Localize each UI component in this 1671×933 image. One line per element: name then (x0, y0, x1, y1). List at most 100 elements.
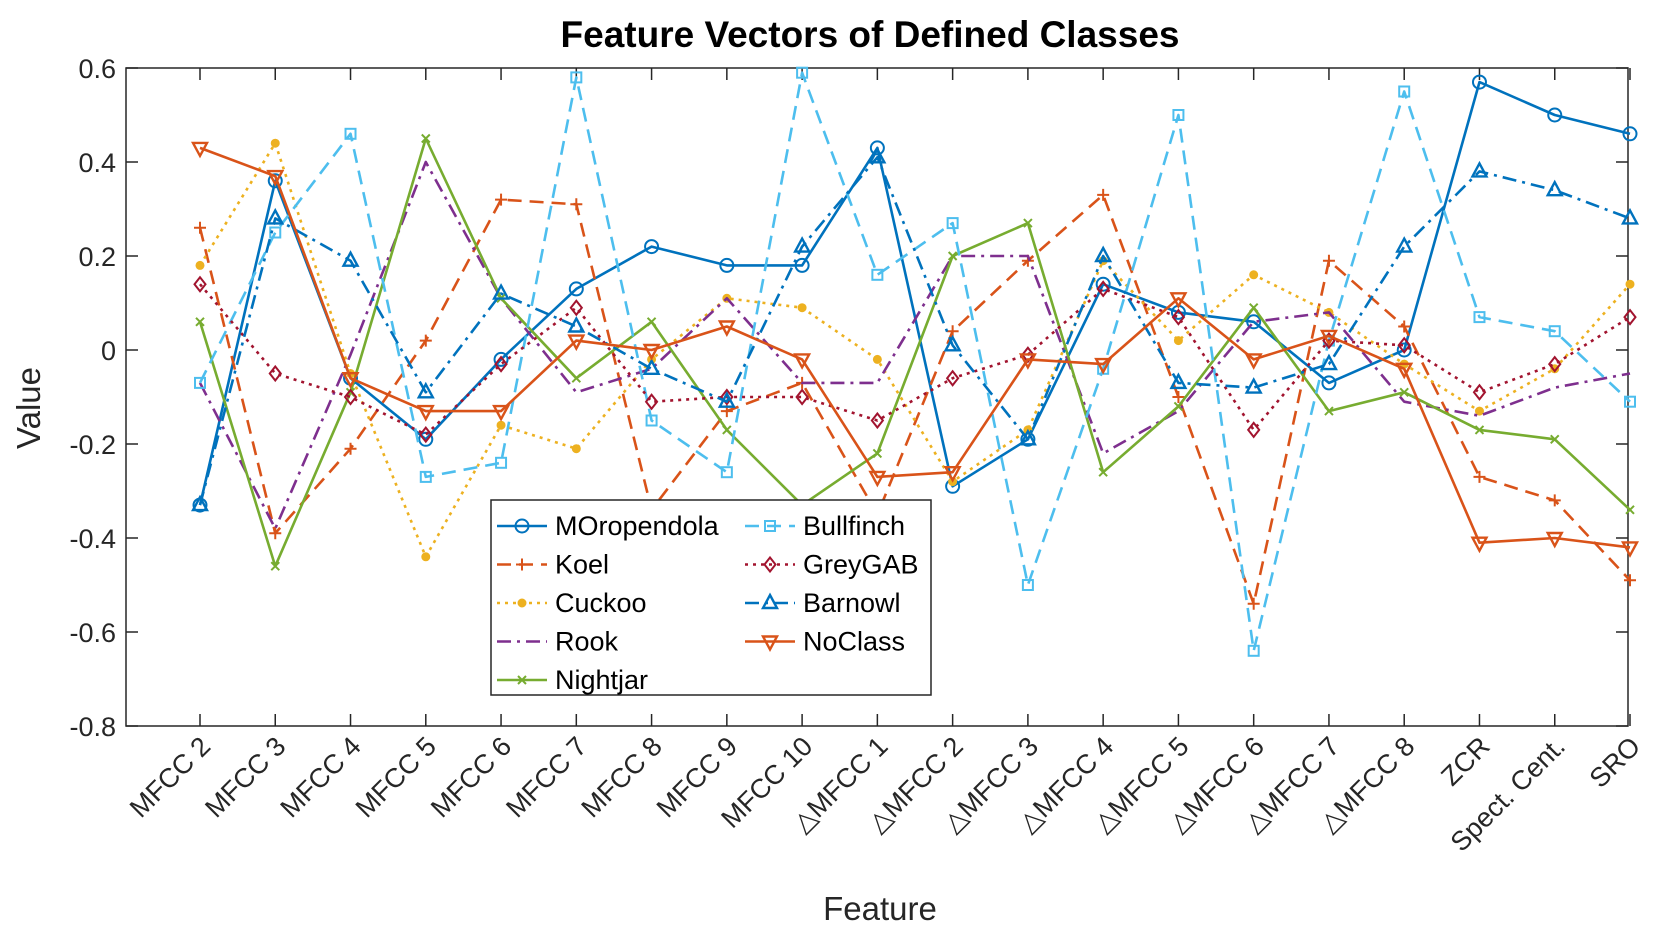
data-point (421, 552, 431, 562)
data-point (1473, 311, 1486, 324)
data-point (1395, 362, 1414, 380)
data-point (419, 334, 432, 347)
data-point (717, 320, 736, 338)
data-point (266, 169, 285, 187)
data-point (496, 420, 506, 430)
series-cuckoo (195, 138, 1635, 562)
data-point (1169, 292, 1188, 309)
y-tick-label: -0.6 (69, 618, 116, 648)
legend-label: Koel (555, 550, 609, 580)
data-point (1395, 236, 1414, 253)
y-tick-label: -0.2 (69, 430, 116, 460)
data-point (270, 561, 280, 571)
data-point (1547, 107, 1563, 123)
data-point (516, 558, 528, 571)
data-point (1173, 336, 1183, 346)
data-point (872, 448, 883, 459)
data-point (1545, 531, 1564, 549)
data-point (1249, 270, 1259, 280)
series-line (198, 80, 1631, 506)
data-point (1620, 541, 1640, 558)
series-rook (198, 160, 1631, 530)
data-point (1470, 160, 1489, 178)
legend-item-greygab: GreyGAB (745, 550, 919, 580)
legend-item-koel: Koel (497, 550, 609, 580)
legend-label: Cuckoo (555, 588, 647, 618)
data-point (943, 466, 962, 483)
data-point (1023, 218, 1033, 228)
data-point (945, 369, 960, 387)
x-tick-label: MFCC 6 (425, 731, 517, 823)
series-barnowl (190, 146, 1640, 512)
data-point (796, 66, 809, 79)
data-point (1399, 387, 1409, 398)
data-point (517, 675, 527, 685)
data-point (1172, 391, 1185, 403)
data-point (1171, 308, 1186, 326)
data-point (644, 393, 659, 411)
data-point (1620, 207, 1640, 225)
data-point (267, 173, 283, 189)
data-point (1474, 425, 1485, 435)
data-point (868, 470, 887, 488)
data-point (717, 391, 736, 408)
data-point (344, 442, 357, 455)
data-point (1319, 353, 1338, 371)
data-point (943, 334, 962, 352)
legend-item-cuckoo: Cuckoo (497, 588, 647, 618)
data-point (760, 592, 780, 610)
legend-item-rook: Rook (497, 627, 619, 657)
data-point (793, 353, 812, 370)
data-point (268, 364, 283, 383)
data-point (495, 456, 508, 469)
data-point (1021, 579, 1034, 591)
data-point (1244, 377, 1263, 394)
data-point (1397, 336, 1411, 354)
data-point (1244, 353, 1263, 370)
data-point (794, 257, 810, 273)
data-point (1094, 245, 1113, 263)
data-point (1096, 280, 1110, 298)
data-point (1545, 179, 1564, 197)
data-point (419, 425, 433, 444)
data-point (793, 236, 812, 253)
data-point (570, 71, 583, 84)
y-tick-label: -0.8 (69, 712, 116, 742)
data-point (1623, 308, 1637, 326)
data-point (1547, 355, 1562, 373)
data-point (492, 283, 511, 300)
x-tick-label: MFCC 8 (576, 731, 668, 823)
data-point (1473, 470, 1486, 483)
data-point (1321, 375, 1337, 391)
data-point (1246, 314, 1262, 330)
data-point (760, 635, 780, 653)
series-moropendola (192, 74, 1638, 513)
data-point (416, 381, 435, 399)
series-line (198, 193, 1631, 606)
legend-label: MOropendola (555, 511, 720, 541)
series-line (198, 141, 1631, 559)
x-tick-label: MFCC 7 (500, 731, 592, 823)
data-point (1173, 401, 1184, 412)
data-point (341, 250, 360, 267)
y-tick-label: -0.4 (69, 524, 116, 554)
data-point (571, 373, 582, 383)
legend: MOropendola Koel Cuckoo Rook Nightjar Bullfin… (490, 499, 932, 696)
data-point (194, 376, 206, 389)
data-point (642, 343, 661, 361)
data-point (797, 303, 807, 313)
data-point (1472, 383, 1487, 401)
data-point (495, 193, 508, 206)
data-point (517, 598, 527, 608)
data-point (1470, 536, 1489, 554)
legend-label: Bullfinch (803, 511, 905, 541)
series-greygab (193, 275, 1637, 444)
data-point (193, 275, 207, 293)
series-line (199, 283, 1631, 436)
data-point (195, 260, 205, 270)
x-tick-label: ZCR (1435, 731, 1495, 791)
data-point (642, 358, 661, 375)
data-point (190, 494, 210, 512)
data-point (1246, 421, 1261, 439)
